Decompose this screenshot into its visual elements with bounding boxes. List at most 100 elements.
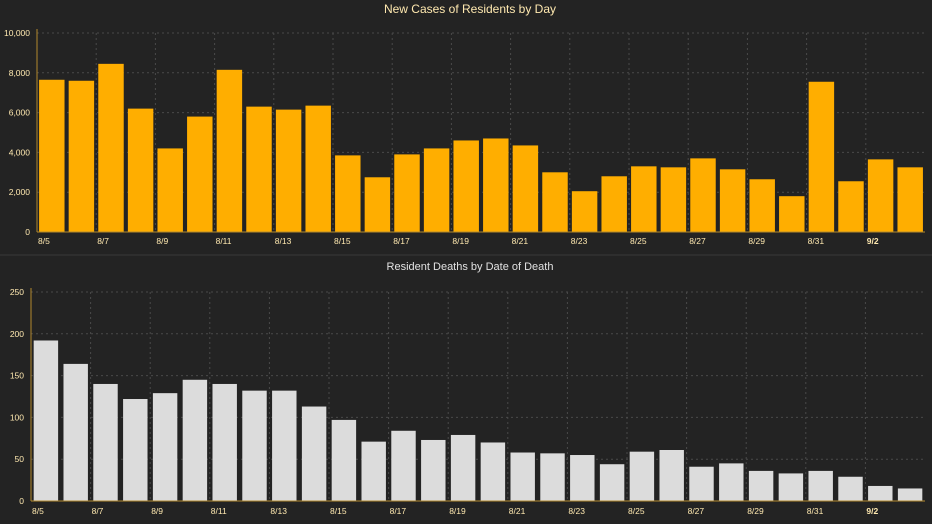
- new-cases-bar-8-5: [39, 79, 65, 232]
- new-cases-bar-9-2: [867, 159, 894, 232]
- new-cases-bar-8-24: [601, 176, 627, 232]
- new-cases-bar-8-22: [542, 172, 568, 232]
- deaths-bar-8-27: [689, 466, 714, 501]
- new-cases-bar-8-28: [719, 169, 746, 232]
- new-cases-bar-8-8: [127, 108, 154, 232]
- new-cases-bar-8-29: [749, 179, 775, 232]
- new-cases-x-tick-label: 8/19: [452, 236, 469, 246]
- deaths-x-tick-label: 8/15: [330, 506, 347, 516]
- deaths-bar-8-31: [808, 470, 833, 501]
- new-cases-bar-8-7: [98, 63, 124, 232]
- new-cases-x-ticks: 8/5 8/7 8/9 8/11 8/13 8/15 8/17 8/19 8/21 8/23 8/2…: [38, 236, 879, 246]
- new-cases-x-tick-label: 8/23: [571, 236, 588, 246]
- deaths-bar-8-11: [212, 383, 237, 501]
- deaths-bar-8-26: [659, 450, 684, 501]
- new-cases-bar-8-12: [246, 106, 272, 232]
- new-cases-bar-8-10: [187, 116, 213, 232]
- deaths-axes: [30, 288, 925, 502]
- new-cases-bar-8-21: [512, 145, 539, 232]
- deaths-bar-8-15: [331, 419, 357, 501]
- new-cases-chart: New Cases of Residents by Day 0 2,000 4,00…: [4, 2, 925, 246]
- deaths-title: Resident Deaths by Date of Death: [387, 261, 554, 273]
- deaths-bar-8-29: [748, 470, 774, 501]
- new-cases-bar-8-11: [216, 69, 243, 232]
- new-cases-x-tick-label: 8/9: [156, 236, 168, 246]
- new-cases-x-tick-label: 8/13: [275, 236, 292, 246]
- deaths-y-tick-label: 250: [10, 287, 24, 297]
- deaths-bar-9-2: [868, 485, 893, 501]
- new-cases-y-tick-label: 6,000: [9, 108, 31, 118]
- new-cases-bars: [39, 63, 923, 232]
- deaths-y-tick-label: 100: [10, 412, 24, 422]
- deaths-bar-8-14: [301, 406, 327, 501]
- deaths-bar-8-6: [63, 363, 88, 501]
- deaths-bar-8-20: [480, 442, 506, 501]
- deaths-bar-8-24: [599, 464, 625, 501]
- new-cases-y-tick-label: 0: [25, 227, 30, 237]
- deaths-bars: [33, 340, 923, 501]
- deaths-bar-8-23: [570, 455, 595, 501]
- new-cases-y-tick-label: 8,000: [9, 68, 31, 78]
- new-cases-x-tick-label: 8/21: [512, 236, 529, 246]
- deaths-y-tick-label: 0: [19, 496, 24, 506]
- new-cases-bar-8-27: [690, 158, 716, 232]
- deaths-bar-8-12: [242, 390, 267, 501]
- deaths-bar-8-10: [182, 379, 208, 501]
- deaths-x-tick-label: 8/11: [211, 506, 227, 516]
- new-cases-x-tick-label: 8/25: [630, 236, 647, 246]
- new-cases-bar-8-16: [364, 177, 391, 232]
- new-cases-bar-8-20: [483, 138, 509, 232]
- deaths-x-tick-label: 8/27: [688, 506, 705, 516]
- deaths-x-tick-label: 8/7: [92, 506, 104, 516]
- new-cases-bar-8-23: [571, 191, 598, 232]
- new-cases-bar-8-14: [305, 105, 331, 232]
- new-cases-bar-8-25: [631, 166, 657, 232]
- deaths-chart: Resident Deaths by Date of Death 0 50 100 1…: [10, 261, 925, 516]
- deaths-x-tick-label: 8/23: [568, 506, 585, 516]
- deaths-bar-8-17: [391, 430, 416, 501]
- deaths-bar-8-21: [510, 452, 535, 501]
- new-cases-x-tick-label: 8/29: [748, 236, 765, 246]
- new-cases-x-tick-label: 8/27: [689, 236, 706, 246]
- deaths-y-tick-label: 150: [10, 371, 24, 381]
- deaths-y-ticks: 0 50 100 150 200 250: [10, 287, 24, 506]
- new-cases-y-tick-label: 10,000: [4, 28, 30, 38]
- new-cases-x-tick-label: 8/15: [334, 236, 351, 246]
- new-cases-bar-9-1: [838, 181, 864, 232]
- new-cases-axes: [36, 29, 925, 233]
- deaths-x-tick-label: 8/9: [151, 506, 163, 516]
- deaths-bar-8-7: [93, 383, 118, 501]
- deaths-bar-8-28: [719, 463, 744, 501]
- deaths-x-tick-label: 8/29: [747, 506, 764, 516]
- new-cases-title: New Cases of Residents by Day: [384, 2, 556, 16]
- new-cases-bar-9-3: [897, 167, 923, 232]
- new-cases-y-ticks: 0 2,000 4,000 6,000 8,000 10,000: [4, 28, 30, 237]
- new-cases-bar-8-31: [808, 81, 835, 232]
- new-cases-bar-8-6: [68, 80, 95, 232]
- new-cases-grid: [37, 32, 925, 232]
- deaths-y-tick-label: 50: [15, 454, 25, 464]
- new-cases-y-tick-label: 2,000: [9, 187, 31, 197]
- new-cases-bar-8-9: [157, 148, 183, 232]
- new-cases-bar-8-15: [335, 155, 361, 232]
- new-cases-x-tick-label: 8/7: [97, 236, 109, 246]
- deaths-x-tick-label: 8/19: [449, 506, 466, 516]
- deaths-bar-8-18: [421, 439, 446, 501]
- deaths-x-tick-label: 9/2: [866, 506, 878, 516]
- deaths-bar-8-22: [540, 453, 565, 501]
- new-cases-x-tick-label: 8/5: [38, 236, 50, 246]
- new-cases-x-tick-label: 8/31: [808, 236, 825, 246]
- deaths-bar-9-1: [838, 476, 863, 501]
- new-cases-bar-8-17: [394, 154, 420, 232]
- deaths-bar-8-13: [272, 390, 297, 501]
- new-cases-bar-8-19: [453, 140, 479, 232]
- deaths-x-tick-label: 8/17: [390, 506, 407, 516]
- deaths-x-tick-label: 8/25: [628, 506, 645, 516]
- new-cases-bar-8-18: [423, 148, 450, 232]
- deaths-x-tick-label: 8/13: [270, 506, 287, 516]
- deaths-bar-8-8: [123, 399, 148, 501]
- deaths-y-tick-label: 200: [10, 329, 24, 339]
- new-cases-bar-8-26: [660, 167, 687, 232]
- deaths-x-tick-label: 8/31: [807, 506, 824, 516]
